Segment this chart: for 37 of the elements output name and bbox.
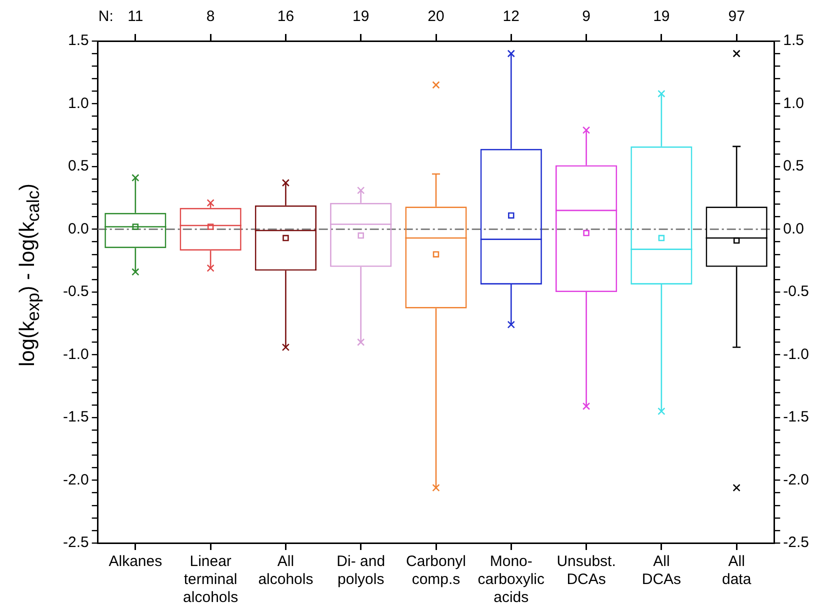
y-tick-label: 0.5 <box>68 158 89 175</box>
text: 12 <box>502 8 520 26</box>
x-tick-label: Carbonyl comp.s <box>406 553 466 588</box>
x-tick-label: Alkanes <box>108 553 162 570</box>
y2-tick-label: -2.5 <box>783 534 810 552</box>
y-tick-label: -2.5 <box>62 534 89 552</box>
y2-tick-label: -1.5 <box>783 408 810 426</box>
y2-tick-label: 0.0 <box>783 220 804 238</box>
text: 9 <box>582 8 590 26</box>
y-tick-label: 1.5 <box>68 32 89 50</box>
text: 19 <box>653 8 670 26</box>
text: 11 <box>128 8 144 26</box>
y2-tick-label: 1.0 <box>783 94 804 112</box>
y2-tick-label: -1.0 <box>783 346 810 363</box>
x-tick-label: All alcohols <box>258 553 314 588</box>
y-tick-label: -2.0 <box>62 471 89 488</box>
x-tick-label: Linear terminal alcohols <box>183 553 238 606</box>
text: 97 <box>728 8 745 26</box>
x-tick-label: Unsubst. DCAs <box>556 553 616 588</box>
x-tick-label: Di- and polyols <box>336 553 386 588</box>
y-tick-label: -1.0 <box>62 346 89 363</box>
text: 8 <box>206 8 215 26</box>
x-tick-label: All DCAs <box>642 553 682 588</box>
y2-tick-label: 1.5 <box>783 32 804 50</box>
y-tick-label: -1.5 <box>62 408 89 426</box>
x-tick-label: Mono- carboxylic acids <box>478 553 545 606</box>
y2-tick-label: 0.5 <box>783 158 804 175</box>
y2-tick-label: -0.5 <box>783 283 810 300</box>
x-tick-label: All data <box>722 553 752 588</box>
y2-tick-label: -2.0 <box>783 471 810 488</box>
y-tick-label: 0.0 <box>68 220 89 238</box>
y-tick-label: -0.5 <box>62 283 89 300</box>
text: 20 <box>428 8 444 26</box>
y-tick-label: 1.0 <box>68 94 89 112</box>
text: 16 <box>277 8 294 26</box>
text: N: <box>98 8 114 26</box>
text: 19 <box>352 8 370 26</box>
